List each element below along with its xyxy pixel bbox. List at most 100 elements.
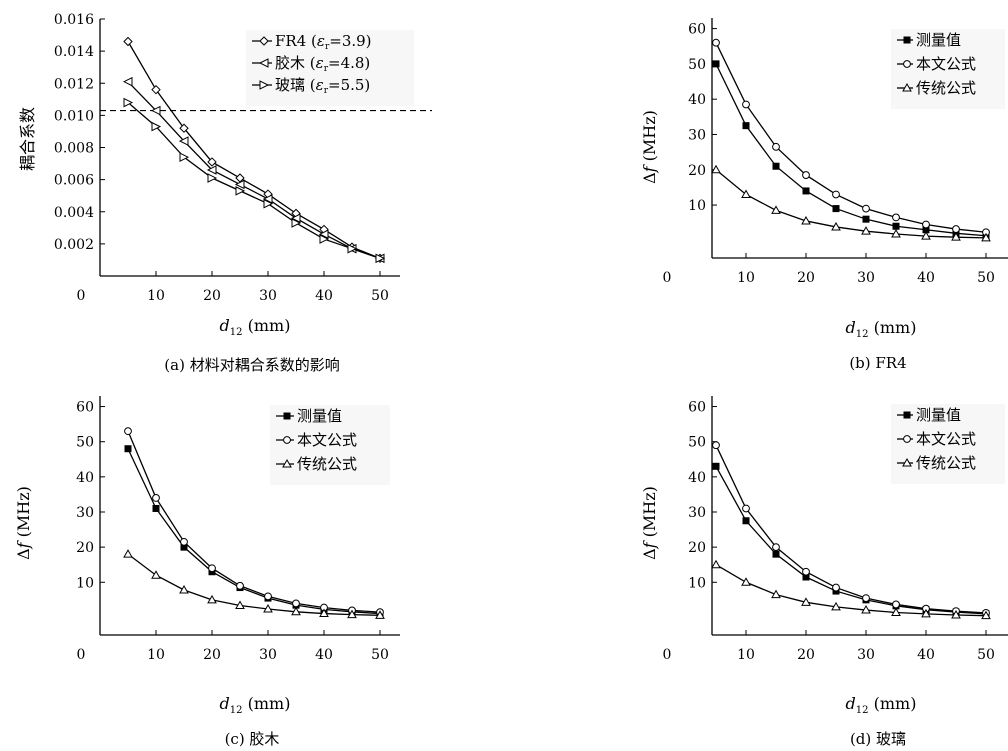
chart-c-series-2-point (151, 570, 161, 579)
chart-c-series-2-point (263, 603, 273, 613)
chart-b-ylabel-unit: (MHz) (640, 110, 659, 167)
chart-a-xtick-label: 20 (203, 288, 221, 304)
chart-c-ytick-label: 20 (76, 540, 94, 556)
chart-d-series-1-point (742, 504, 750, 513)
chart-c-xtick-label: 0 (77, 647, 86, 663)
chart-a-series-2-point (347, 243, 358, 254)
chart-c-ytick-label: 60 (76, 400, 94, 416)
chart-b-series-2-point (861, 226, 871, 235)
chart-d-xlabel-sub: 12 (855, 705, 869, 716)
chart-b-series-0-point (712, 60, 720, 68)
chart-c-xlabel: d12 (mm) (200, 694, 310, 716)
chart-b-series-1 (712, 38, 990, 237)
chart-d-legend-marker-2 (902, 457, 912, 467)
chart-b-series-0-point (772, 162, 780, 170)
chart-c-series-1-point (124, 427, 132, 436)
chart-b-series-2-line (715, 169, 987, 239)
chart-d-series-0-point (712, 462, 720, 470)
chart-a-series-2-line (127, 102, 381, 259)
chart-b-series-2-point (891, 228, 901, 238)
chart-a-legend-box (246, 30, 414, 106)
chart-b-series-0-point (742, 122, 750, 130)
chart-a-ytick-label: 0.008 (54, 141, 94, 157)
chart-c-legend-label-1: 本文公式 (297, 431, 357, 449)
chart-c-xlabel-var: d (219, 694, 230, 713)
chart-d-legend-label-1: 本文公式 (916, 430, 976, 448)
chart-d-series-2-point (981, 610, 991, 620)
chart-c-ytick-label: 30 (76, 505, 94, 521)
chart-a-legend-marker-1 (258, 58, 269, 68)
chart-b-series-1-line (715, 42, 987, 233)
chart-b-legend-marker-1 (903, 60, 911, 68)
chart-c-legend-marker-0 (283, 412, 291, 420)
chart-a-series-2-point (263, 198, 274, 209)
chart-d-series-2 (711, 559, 991, 620)
chart-b-series-1-point (772, 142, 780, 151)
chart-b-series-2-point (831, 221, 841, 231)
chart-c-ylabel-unit: (MHz) (14, 486, 33, 543)
chart-c-series-1-point (264, 592, 272, 601)
chart-b-series-1-point (952, 225, 960, 233)
chart-c-series-2-line (127, 553, 381, 616)
chart-d-series-0-line (715, 465, 987, 615)
chart-d-series-2-point (771, 589, 781, 599)
chart-c-series-2-point (291, 606, 301, 616)
chart-b-caption: (b) FR4 (849, 354, 907, 372)
chart-d-series-2-point (891, 607, 901, 617)
chart-b-ytick-label: 60 (688, 22, 706, 38)
chart-a-legend-label-0: FR4 (εr=3.9) (275, 32, 372, 52)
chart-b-series-2-point (711, 164, 721, 174)
chart-c-series-1-point (180, 537, 188, 546)
chart-a-caption: (a) 材料对耦合系数的影响 (164, 356, 340, 374)
chart-c-series-1-point (152, 494, 160, 502)
chart-b-ytick-label: 20 (688, 163, 706, 179)
chart-b-ylabel-var: f (640, 166, 659, 173)
chart-c-ytick-label: 50 (76, 435, 94, 451)
chart-d-ytick-label: 20 (688, 540, 706, 556)
chart-a-series-1-point (150, 105, 161, 116)
chart-d-series-0-point (772, 550, 780, 558)
chart-a-series-1-point (178, 136, 189, 146)
chart-b-ytick-label: 10 (688, 198, 706, 214)
chart-c-series-0-point (124, 445, 132, 453)
chart-panel-c: 10 20 30 40 50 60 0 10 20 30 40 50 测量值 本文公式 传统公式 Δf (M… (0, 376, 504, 751)
chart-d-series-1-point (862, 594, 870, 602)
chart-d-series-1-line (715, 444, 987, 614)
chart-b-xlabel-unit: (mm) (868, 318, 917, 337)
chart-b-series-2-point (951, 232, 961, 241)
chart-a-series-0-point (151, 84, 161, 95)
chart-b-xtick-label: 10 (737, 270, 755, 286)
chart-a-ytick-label: 0.014 (54, 44, 94, 60)
chart-b-series-2 (711, 164, 991, 242)
chart-d-xlabel-unit: (mm) (868, 694, 917, 713)
chart-c-series-1-point (208, 564, 216, 573)
chart-b-series-1-point (862, 204, 870, 213)
chart-b-series-1-point (832, 190, 840, 199)
chart-b-xtick-label: 40 (917, 270, 935, 286)
chart-c-xlabel-sub: 12 (229, 705, 243, 716)
chart-b-xtick-label: 30 (857, 270, 875, 286)
chart-c-ylabel: Δf (MHz) (13, 473, 35, 573)
chart-a-ylabel: 耦合系数 (17, 89, 39, 189)
chart-d-legend-label-2: 传统公式 (916, 454, 976, 472)
chart-d-xtick-label: 0 (663, 647, 672, 663)
chart-a-series-1-point (206, 165, 217, 175)
chart-d-series-2-point (861, 605, 871, 614)
chart-c-legend-label-0: 测量值 (297, 407, 342, 425)
chart-d-series-2-point (921, 608, 931, 618)
chart-b-series-1-point (802, 171, 810, 179)
chart-c-series-2-point (207, 594, 217, 604)
chart-a-series-1-point (318, 229, 329, 240)
chart-c-series-1-line (127, 430, 381, 613)
chart-b-ylabel-sym: Δ (640, 172, 659, 184)
chart-b-legend-label-1: 本文公式 (916, 55, 976, 73)
chart-b-series-0-line (715, 63, 987, 237)
chart-d-series-2-point (741, 577, 751, 586)
chart-a-xlabel-unit: (mm) (242, 316, 291, 335)
chart-d-series-1-point (832, 583, 840, 592)
chart-a-series-0-point (179, 123, 189, 133)
chart-d-ylabel-sym: Δ (640, 548, 659, 560)
chart-c-ytick-label: 40 (76, 470, 94, 486)
